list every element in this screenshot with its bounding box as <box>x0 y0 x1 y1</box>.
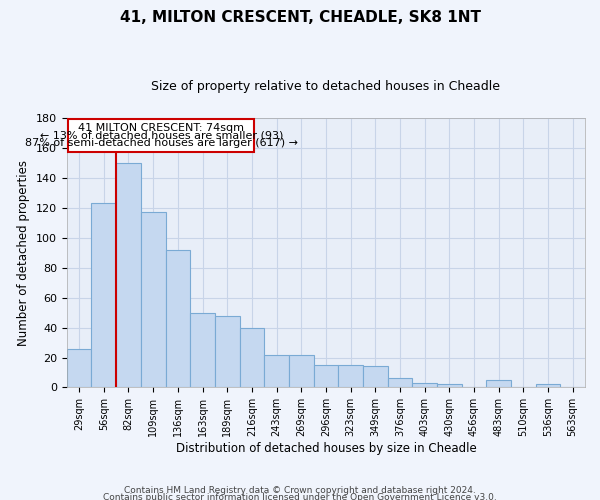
Text: 41, MILTON CRESCENT, CHEADLE, SK8 1NT: 41, MILTON CRESCENT, CHEADLE, SK8 1NT <box>119 10 481 25</box>
Text: 87% of semi-detached houses are larger (617) →: 87% of semi-detached houses are larger (… <box>25 138 298 148</box>
Bar <box>412 383 437 388</box>
Bar <box>190 312 215 388</box>
Bar <box>264 354 289 388</box>
X-axis label: Distribution of detached houses by size in Cheadle: Distribution of detached houses by size … <box>176 442 476 455</box>
FancyBboxPatch shape <box>68 120 254 152</box>
Text: Contains public sector information licensed under the Open Government Licence v3: Contains public sector information licen… <box>103 494 497 500</box>
Bar <box>67 348 91 388</box>
Bar <box>141 212 166 388</box>
Bar <box>166 250 190 388</box>
Bar <box>239 328 264 388</box>
Bar <box>536 384 560 388</box>
Bar <box>215 316 239 388</box>
Bar <box>437 384 461 388</box>
Bar <box>91 203 116 388</box>
Bar <box>289 354 314 388</box>
Text: ← 13% of detached houses are smaller (93): ← 13% of detached houses are smaller (93… <box>40 130 283 140</box>
Text: Contains HM Land Registry data © Crown copyright and database right 2024.: Contains HM Land Registry data © Crown c… <box>124 486 476 495</box>
Bar <box>363 366 388 388</box>
Text: 41 MILTON CRESCENT: 74sqm: 41 MILTON CRESCENT: 74sqm <box>78 123 244 133</box>
Title: Size of property relative to detached houses in Cheadle: Size of property relative to detached ho… <box>151 80 500 93</box>
Bar <box>388 378 412 388</box>
Bar <box>314 365 338 388</box>
Bar <box>116 162 141 388</box>
Bar <box>338 365 363 388</box>
Bar <box>486 380 511 388</box>
Y-axis label: Number of detached properties: Number of detached properties <box>17 160 31 346</box>
